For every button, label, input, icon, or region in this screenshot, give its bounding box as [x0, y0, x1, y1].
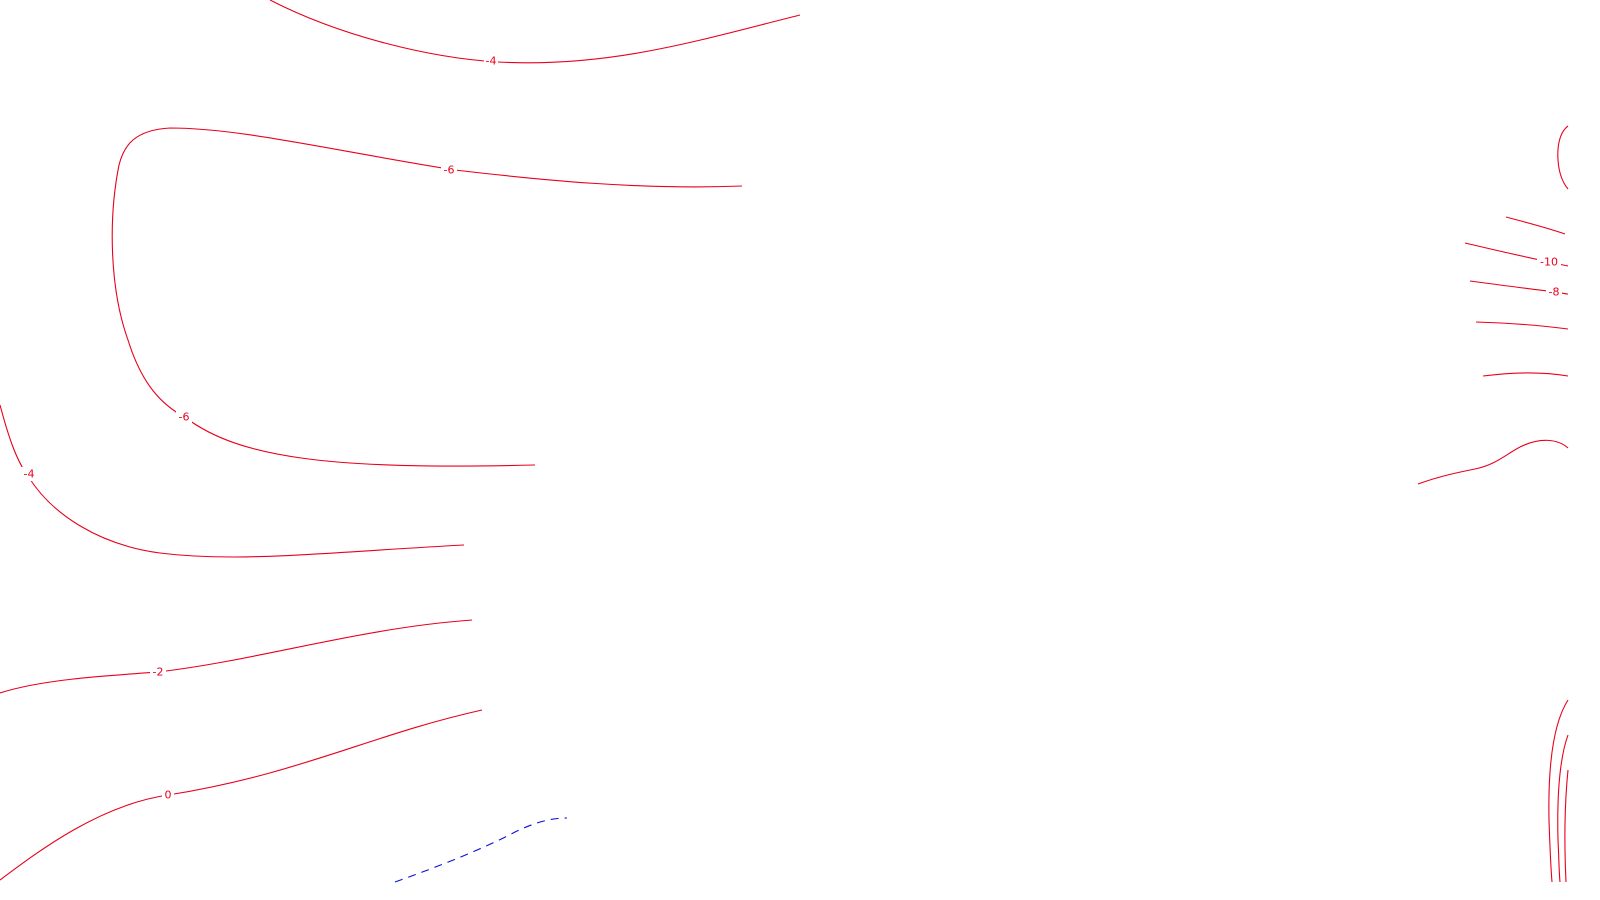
contour-line-zero	[0, 709, 483, 881]
contour-label-minus-10: -10	[1537, 255, 1561, 269]
svg-text:0: 0	[165, 789, 172, 802]
contour-line-right-bottom-3	[1564, 769, 1569, 883]
contour-line-right-mid	[1475, 321, 1569, 330]
contour-line-dashed	[394, 817, 568, 883]
contour-line-right-bump	[1417, 439, 1569, 485]
contour-label-left-minus-6: -6	[176, 410, 192, 424]
svg-text:-10: -10	[1540, 256, 1558, 269]
contour-label-minus-8: -8	[1546, 286, 1562, 299]
contour-line-right-lower	[1482, 372, 1569, 377]
contour-label-left-minus-4: -4	[21, 467, 37, 481]
svg-text:-6: -6	[444, 164, 455, 177]
contour-line-right-loop	[1557, 125, 1569, 190]
contour-label-upper-minus-6: -6	[441, 164, 457, 177]
contour-line-left-minus-4	[0, 404, 465, 558]
contour-label-zero: 0	[162, 788, 174, 802]
contour-line-minus-6	[111, 127, 743, 467]
contour-label-minus-2: -2	[150, 665, 166, 679]
svg-text:-4: -4	[486, 55, 497, 68]
svg-text:-2: -2	[153, 666, 164, 679]
svg-text:-8: -8	[1549, 286, 1560, 299]
svg-text:-4: -4	[24, 468, 35, 481]
contour-line-minus-2	[0, 619, 473, 694]
contour-line-right-bottom-2	[1557, 734, 1569, 883]
contour-line-top-minus-4	[269, 0, 801, 64]
contour-line-right-bottom-1	[1548, 699, 1569, 883]
svg-text:-6: -6	[179, 411, 190, 424]
contour-line-right-upper	[1505, 216, 1566, 235]
contour-label-top-minus-4: -4	[484, 55, 498, 68]
